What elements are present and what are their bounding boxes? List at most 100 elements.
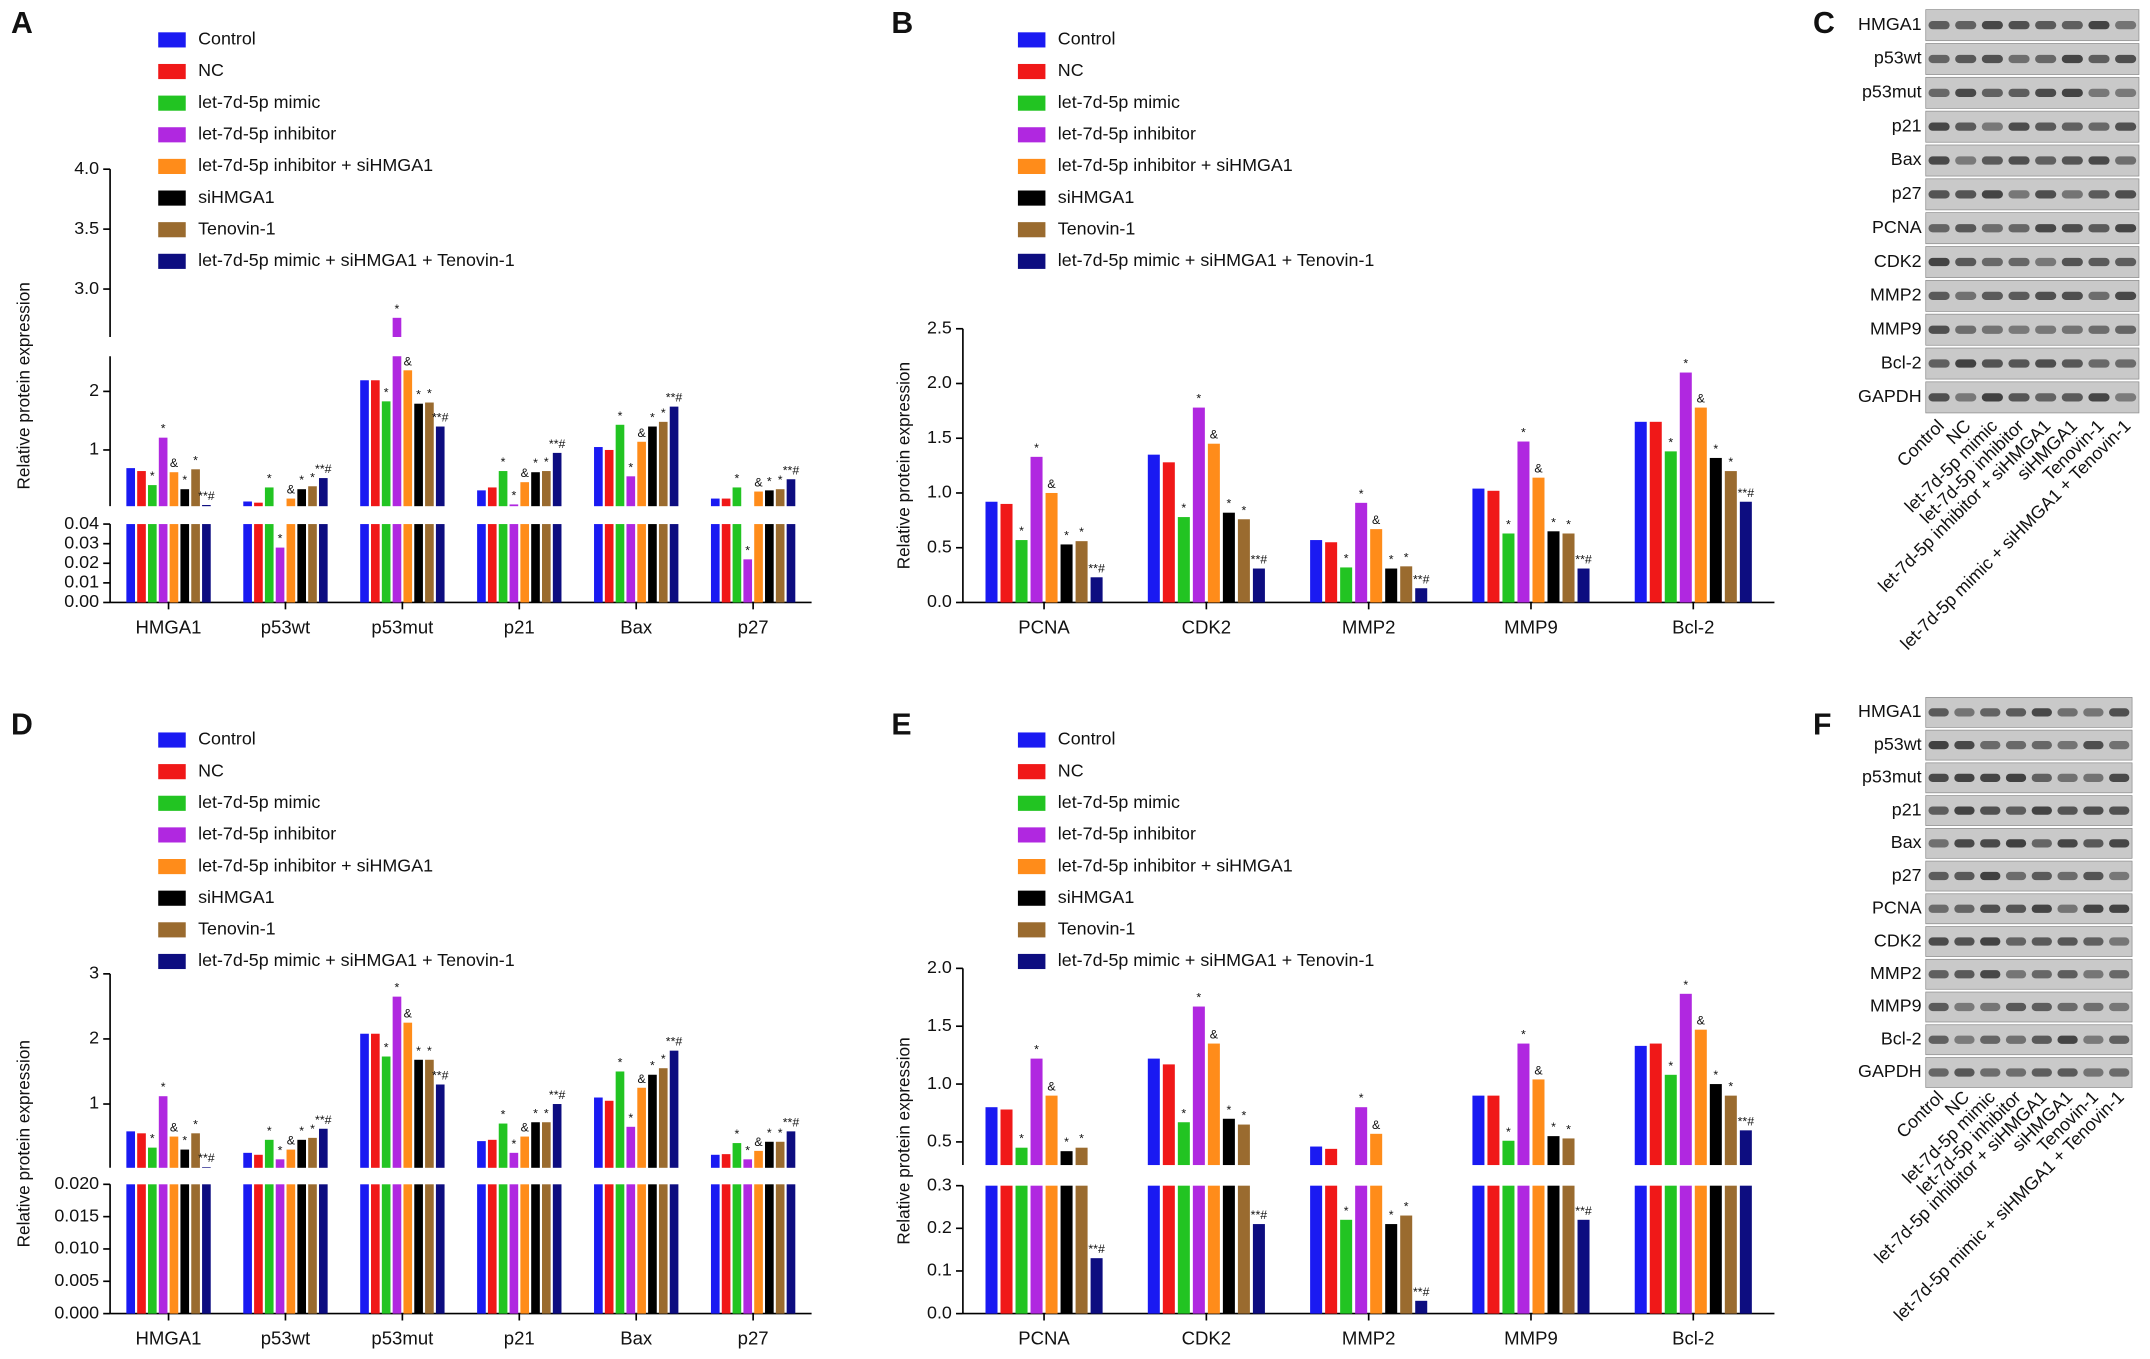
bar xyxy=(1310,1185,1323,1314)
bar xyxy=(202,1184,211,1314)
bar xyxy=(732,1184,742,1314)
bar xyxy=(1400,566,1413,603)
significance-marker: * xyxy=(1683,357,1688,371)
significance-marker: * xyxy=(161,1080,166,1094)
legend-swatch xyxy=(1017,190,1046,206)
significance-marker: * xyxy=(1196,991,1201,1005)
bar xyxy=(360,1184,369,1314)
significance-marker: & xyxy=(1534,462,1543,476)
significance-marker: * xyxy=(395,981,400,995)
y-tick-label: 0.3 xyxy=(927,1174,952,1194)
legend-label: Tenovin-1 xyxy=(1058,218,1136,238)
bar xyxy=(318,1184,328,1314)
significance-marker: & xyxy=(404,1007,413,1021)
bar xyxy=(1577,1219,1590,1314)
blot-row-label: p53mut xyxy=(1862,82,1922,102)
bar xyxy=(275,1159,285,1168)
bar xyxy=(169,1184,179,1314)
bar xyxy=(542,1184,551,1314)
significance-marker: **# xyxy=(1251,1208,1268,1222)
blot-band xyxy=(2061,224,2083,233)
blot-band xyxy=(1955,291,1977,300)
blot-band xyxy=(2083,773,2104,782)
blot-band xyxy=(1928,904,1949,913)
blot-band xyxy=(2005,1068,2027,1077)
bar xyxy=(137,1133,146,1168)
bar xyxy=(658,524,668,603)
blot-band xyxy=(1954,1068,1975,1077)
bar xyxy=(1075,1147,1088,1166)
panel-letter: B xyxy=(891,7,913,40)
bar xyxy=(1207,1043,1220,1166)
blot-band xyxy=(2088,291,2110,300)
bar xyxy=(264,524,274,603)
legend-label: siHMGA1 xyxy=(198,887,275,907)
blot-row-label: MMP2 xyxy=(1870,963,1922,983)
significance-marker: **# xyxy=(315,462,332,476)
blot-band xyxy=(2005,839,2027,848)
significance-marker: * xyxy=(1551,1120,1556,1134)
bar xyxy=(626,1184,636,1314)
legend-label: Tenovin-1 xyxy=(198,919,276,939)
significance-marker: & xyxy=(287,483,296,497)
significance-marker: & xyxy=(1210,428,1219,442)
bar xyxy=(542,524,551,603)
blot-row-label: PCNA xyxy=(1872,217,1922,237)
bar xyxy=(1517,1043,1530,1166)
bar xyxy=(425,1184,434,1314)
bar xyxy=(1325,542,1338,603)
bar xyxy=(1562,1138,1575,1166)
bar xyxy=(775,1184,785,1314)
bar xyxy=(1634,1045,1647,1166)
bar xyxy=(552,524,562,603)
significance-marker: **# xyxy=(1088,561,1105,575)
bar xyxy=(308,1184,317,1314)
significance-marker: & xyxy=(637,426,646,440)
x-tick-label: CDK2 xyxy=(1182,1328,1231,1349)
blot-band xyxy=(2031,1002,2052,1012)
x-tick-label: Bcl-2 xyxy=(1672,617,1714,638)
y-axis-label: Relative protein expression xyxy=(894,362,914,569)
bar xyxy=(658,1184,668,1314)
bar xyxy=(594,447,603,507)
bar xyxy=(392,996,402,1168)
legend-label: let-7d-5p inhibitor xyxy=(1058,824,1196,844)
bar xyxy=(243,524,252,603)
bar xyxy=(1472,1185,1485,1314)
blot-band xyxy=(2088,257,2110,267)
bar xyxy=(743,1159,753,1168)
bar xyxy=(1015,540,1028,603)
bar xyxy=(648,1074,657,1168)
bar xyxy=(775,489,785,507)
bar xyxy=(637,441,646,507)
legend-swatch xyxy=(158,764,186,780)
significance-marker: * xyxy=(1181,501,1186,515)
legend-swatch xyxy=(1017,795,1046,811)
bar xyxy=(158,524,168,603)
blot-band xyxy=(1928,1068,1949,1077)
bar xyxy=(1502,533,1515,603)
bar xyxy=(710,498,720,507)
bar xyxy=(1679,993,1692,1166)
bar xyxy=(414,524,423,603)
blot-band xyxy=(2031,970,2052,979)
legend-swatch xyxy=(158,158,186,175)
bar xyxy=(477,1141,486,1168)
blot-band xyxy=(2109,904,2130,913)
bar xyxy=(1487,490,1500,603)
blot-row-label: p21 xyxy=(1892,115,1922,135)
significance-marker: * xyxy=(427,1044,432,1058)
blot-row-label: p53wt xyxy=(1874,48,1922,68)
bar xyxy=(1739,501,1752,603)
blot-band xyxy=(2005,1035,2027,1044)
significance-marker: * xyxy=(735,1127,740,1141)
blot-band xyxy=(2061,88,2083,97)
bar xyxy=(1075,1185,1088,1314)
blot-band xyxy=(2115,291,2137,300)
bar xyxy=(254,1184,263,1314)
bar xyxy=(158,437,168,507)
blot-band xyxy=(1928,291,1950,300)
blot-band xyxy=(2109,806,2130,815)
y-tick-label: 1.5 xyxy=(927,1015,952,1035)
significance-marker: * xyxy=(778,1126,783,1140)
